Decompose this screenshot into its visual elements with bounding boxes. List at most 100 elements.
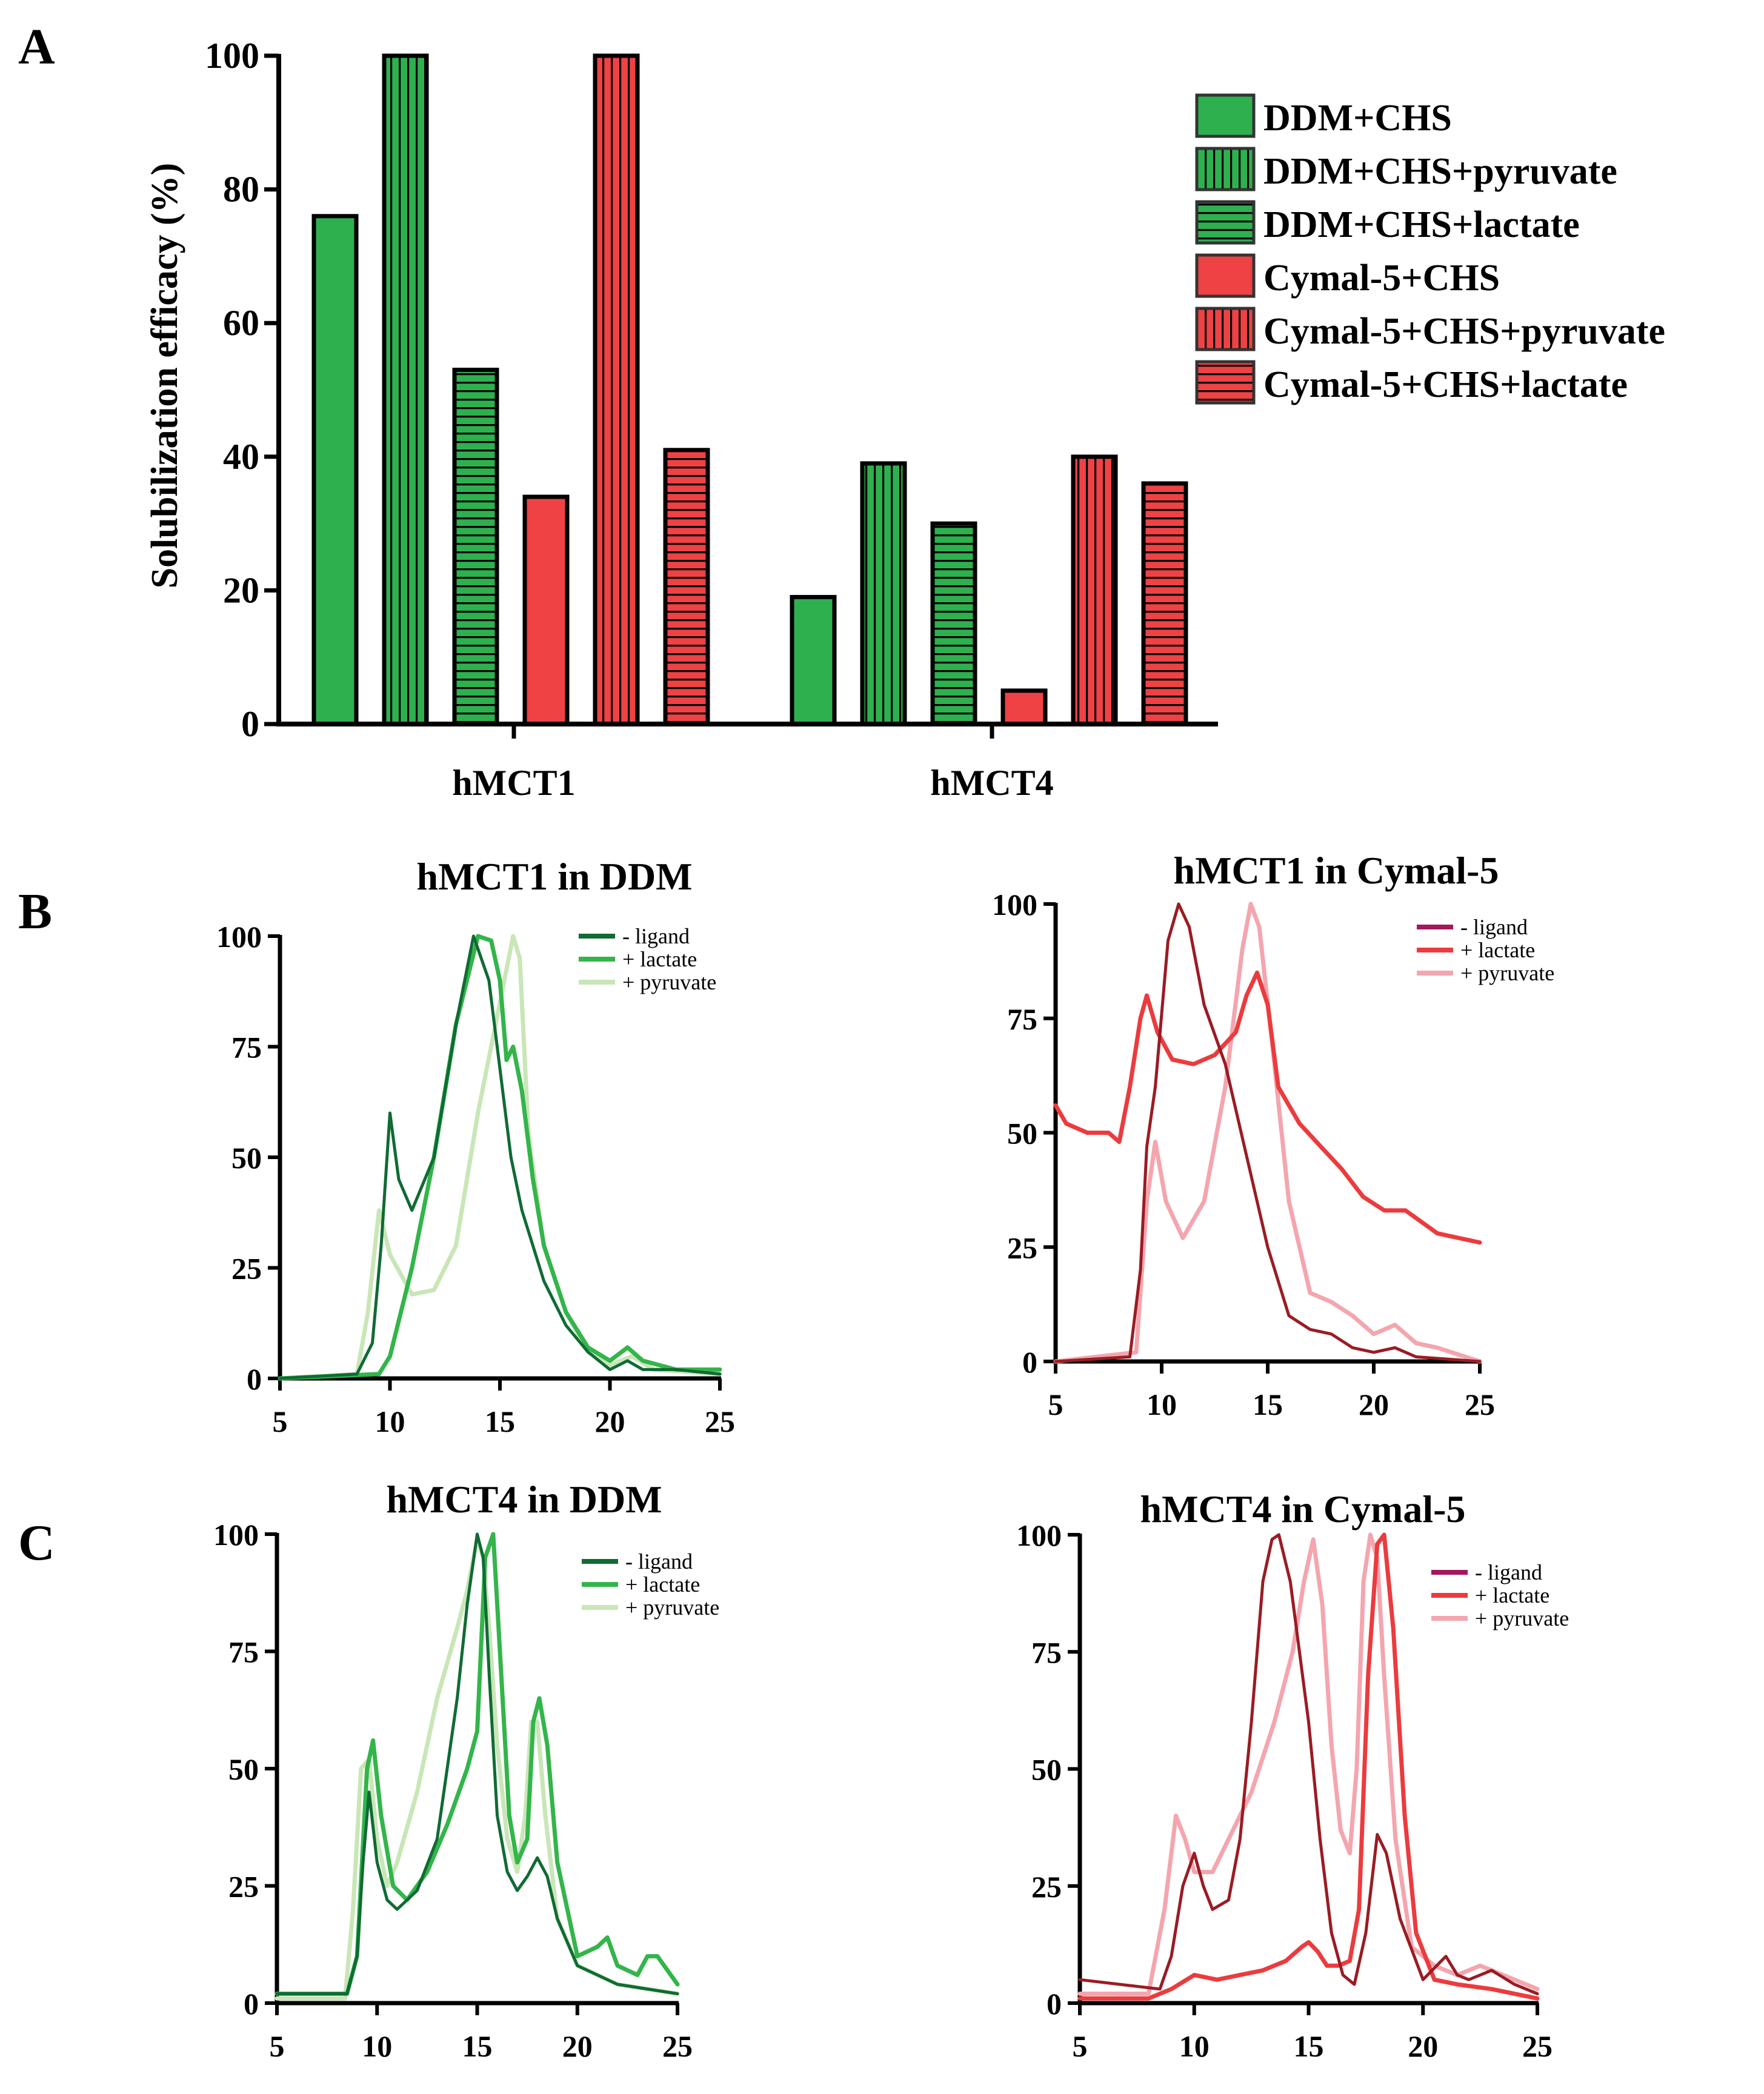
y-tick-label: 25 [1007,1231,1037,1265]
y-tick-label: 50 [231,1141,262,1175]
series-line [275,1532,680,1996]
x-tick-label: 5 [273,1404,288,1438]
bar [522,494,570,726]
series-line [278,934,722,1380]
y-tick-label: 0 [247,1362,262,1396]
legend-label: - ligand [1460,915,1528,939]
series-line [1077,1532,1540,2001]
chart-title: hMCT4 in Cymal-5 [1140,1487,1466,1531]
series-line [1053,970,1482,1245]
legend-label: DDM+CHS+lactate [1263,204,1580,245]
legend-label: Cymal-5+CHS+pyruvate [1263,311,1665,352]
x-tick-label: 20 [1359,1388,1389,1421]
x-tick-label: 20 [562,2029,593,2063]
bar [311,214,359,726]
y-tick-label: 40 [223,437,259,477]
legend-label: - ligand [622,924,690,948]
line-chart-hmct4-ddm: hMCT4 in DDM 0 25 50 75 100 5 10 15 20 25 - ligand… [213,1478,719,2063]
series-line [1077,1532,1540,1996]
y-tick-label: 0 [1047,1987,1062,2021]
legend-swatch [1195,93,1256,138]
y-tick-label: 75 [1031,1635,1062,1669]
y-tick-label: 75 [231,1031,262,1065]
bar [452,367,499,726]
x-tick-label: hMCT1 [452,763,575,803]
series-line [278,934,722,1381]
y-tick-label: 0 [241,704,259,744]
y-tick-label: 100 [992,888,1037,922]
legend-label: + lactate [1460,938,1535,962]
bar [663,448,710,726]
bar [790,594,837,726]
y-tick-label: 100 [216,920,262,954]
legend-label: + pyruvate [625,1595,719,1620]
chart-title: hMCT1 in Cymal-5 [1174,849,1499,892]
x-tick-label: 10 [1147,1388,1177,1421]
series-line [275,1532,679,1995]
bar [382,53,429,726]
x-tick-label: 5 [1048,1388,1063,1421]
x-tick-label: 15 [1253,1388,1283,1421]
y-tick-label: 100 [1016,1518,1062,1552]
x-tick-label: 25 [1465,1388,1495,1421]
legend-swatch [1195,200,1256,245]
x-tick-label: 15 [1294,2029,1324,2063]
x-tick-label: hMCT4 [930,763,1053,803]
y-tick-label: 60 [223,303,259,343]
series-line [1053,902,1482,1364]
line-chart-hmct4-cymal5: hMCT4 in Cymal-5 0 25 50 75 100 5 10 15 20 25 - li… [1016,1487,1569,2063]
y-axis-label: Solubilization efficacy (%) [144,163,185,589]
line-chart-hmct1-ddm: hMCT1 in DDM 0 25 50 75 100 5 10 15 20 25 - ligand… [216,855,735,1438]
x-tick-label: 20 [1408,2029,1438,2063]
y-tick-label: 25 [1031,1870,1062,1904]
legend-swatch [1195,307,1256,351]
x-tick-label: 25 [1522,2029,1553,2063]
legend-label: + lactate [1475,1583,1549,1607]
chart-title: hMCT4 in DDM [386,1478,662,1521]
bar [1071,454,1118,726]
legend-label: DDM+CHS+pyruvate [1263,151,1617,192]
y-tick-label: 100 [205,36,259,76]
bar [1000,688,1048,726]
x-tick-label: 5 [270,2029,285,2063]
x-tick-label: 10 [362,2029,392,2063]
y-tick-label: 25 [228,1870,259,1904]
legend-label: + pyruvate [622,970,716,994]
legend-swatch [1195,147,1256,191]
y-tick-label: 80 [223,170,259,210]
x-tick-label: 25 [705,1404,735,1438]
legend-label: + lactate [622,947,697,971]
legend-label: Cymal-5+CHS+lactate [1263,364,1628,405]
y-tick-label: 50 [228,1752,259,1786]
y-tick-label: 100 [213,1518,259,1552]
series-line [278,934,722,1381]
y-tick-label: 0 [1022,1345,1037,1379]
chart-title: hMCT1 in DDM [416,855,692,898]
y-tick-label: 0 [244,1987,259,2021]
legend-label: + lactate [625,1572,700,1597]
series-line [1078,1533,1539,1995]
bar [930,521,977,726]
bar [860,461,907,726]
legend-label: DDM+CHS [1263,98,1452,139]
legend-label: Cymal-5+CHS [1263,258,1500,299]
bar [1141,481,1188,726]
panel-label-c: C [18,1515,55,1571]
x-tick-label: 10 [375,1404,405,1438]
x-tick-label: 15 [485,1404,515,1438]
bar [593,53,640,726]
series-line [1054,902,1482,1363]
x-tick-label: 20 [595,1404,625,1438]
y-tick-label: 20 [223,570,259,610]
legend-label: + pyruvate [1460,961,1554,985]
legend-label: - ligand [1475,1560,1542,1584]
y-tick-label: 50 [1007,1117,1037,1151]
x-tick-label: 25 [662,2029,693,2063]
line-chart-hmct1-cymal5: hMCT1 in Cymal-5 0 25 50 75 100 5 10 15 20 25 - li… [992,849,1554,1421]
legend-label: + pyruvate [1475,1606,1569,1630]
x-tick-label: 15 [462,2029,493,2063]
panel-label-a: A [18,19,55,75]
y-tick-label: 25 [231,1252,262,1286]
y-tick-label: 75 [228,1635,259,1669]
